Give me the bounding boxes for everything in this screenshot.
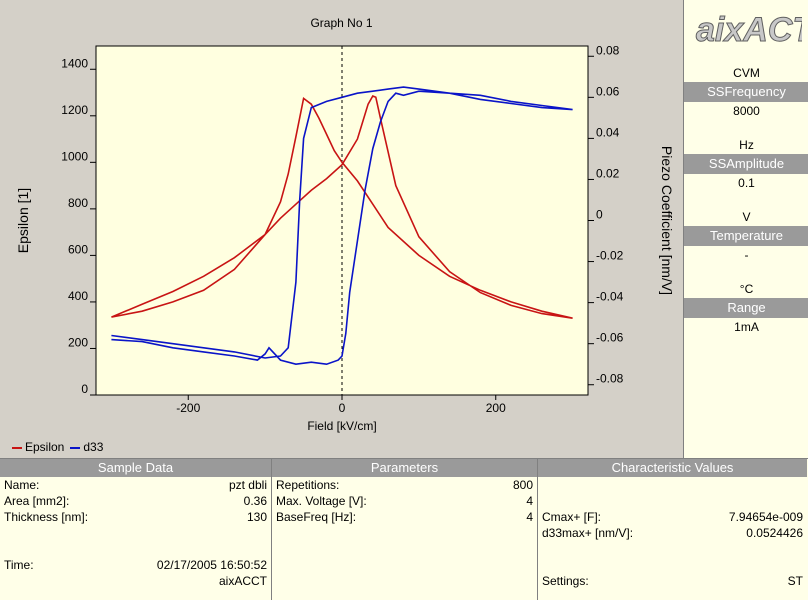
legend-swatch-epsilon <box>12 446 22 449</box>
data-row: Cmax+ [F]: 7.94654e-009 <box>538 509 807 525</box>
data-row: aixACCT <box>0 573 271 589</box>
sample-data-section: Sample Data Name: pzt dbli Area [mm2]: 0.36… <box>0 459 272 600</box>
y-tick-label: 800 <box>68 196 88 210</box>
row-label: Area [mm2]: <box>4 494 70 508</box>
row-value: 4 <box>526 494 533 508</box>
x-axis-label: Field [kV/cm] <box>307 419 376 433</box>
y-tick-label: 1000 <box>61 149 88 163</box>
ssamplitude-value: 0.1 <box>738 176 755 190</box>
row-value: 7.94654e-009 <box>728 510 803 524</box>
y-tick-label: 200 <box>68 335 88 349</box>
series-line-epsilon <box>111 94 573 319</box>
ssfrequency-header: SSFrequency <box>684 82 808 102</box>
aixacct-logo: aixACT <box>684 0 808 54</box>
row-value: pzt dbli <box>228 478 267 492</box>
data-row: Max. Voltage [V]: 4 <box>272 493 537 509</box>
temperature-value: - <box>744 248 749 262</box>
ssfrequency-unit: Hz <box>739 138 754 152</box>
legend-item-epsilon: Epsilon <box>12 440 64 454</box>
characteristic-rows: Cmax+ [F]: 7.94654e-009 d33max+ [nm/V]: 0.0… <box>538 477 807 589</box>
y2-axis-label: Piezo Coefficient [nm/V] <box>659 146 675 295</box>
temperature-header: Temperature <box>684 226 808 246</box>
ssamplitude-unit: V <box>742 210 751 224</box>
sample-data-rows: Name: pzt dbli Area [mm2]: 0.36 Thickness [n… <box>0 477 271 589</box>
x-tick-label: 200 <box>486 401 506 415</box>
data-row: Repetitions: 800 <box>272 477 537 493</box>
characteristic-header: Characteristic Values <box>538 459 807 477</box>
row-value: 130 <box>246 510 267 524</box>
y2-tick-label: -0.02 <box>596 249 624 263</box>
sample-data-header: Sample Data <box>0 459 271 477</box>
data-row <box>0 541 271 557</box>
row-label: Max. Voltage [V]: <box>276 494 367 508</box>
y-tick-label: 1200 <box>61 103 88 117</box>
row-label: Cmax+ [F]: <box>542 510 602 524</box>
data-row: Time: 02/17/2005 16:50:52 <box>0 557 271 573</box>
y-tick-label: 1400 <box>61 56 88 70</box>
y2-tick-label: -0.08 <box>596 372 624 386</box>
mode-value: CVM <box>733 66 760 80</box>
row-label: Repetitions: <box>276 478 340 492</box>
row-value: 800 <box>512 478 533 492</box>
data-row <box>538 557 807 573</box>
data-row: BaseFreq [Hz]: 4 <box>272 509 537 525</box>
y2-tick-label: 0.06 <box>596 84 620 98</box>
x-tick-label: 0 <box>339 401 346 415</box>
row-label: d33max+ [nm/V]: <box>542 526 634 540</box>
row-label: BaseFreq [Hz]: <box>276 510 357 524</box>
row-label: Time: <box>4 558 34 572</box>
y2-tick-label: -0.06 <box>596 331 624 345</box>
row-value: aixACCT <box>218 574 267 588</box>
legend-swatch-d33 <box>70 446 81 449</box>
ssamplitude-header: SSAmplitude <box>684 154 808 174</box>
row-value: 4 <box>526 510 533 524</box>
row-value: ST <box>787 574 803 588</box>
y-tick-label: 0 <box>81 382 88 396</box>
legend-item-d33: d33 <box>70 440 103 454</box>
row-value: 0.36 <box>243 494 267 508</box>
y2-tick-label: 0.08 <box>596 43 620 57</box>
data-row: Settings: ST <box>538 573 807 589</box>
row-label: Settings: <box>542 574 589 588</box>
data-row <box>538 493 807 509</box>
data-row <box>538 541 807 557</box>
y-tick-label: 400 <box>68 289 88 303</box>
y2-tick-label: 0.02 <box>596 166 620 180</box>
side-panel: aixACT CVM SSFrequency 8000 Hz SSAmplitu… <box>683 0 808 458</box>
temperature-unit: °C <box>739 282 754 296</box>
graph-title: Graph No 1 <box>310 16 373 30</box>
y2-tick-label: -0.04 <box>596 290 624 304</box>
row-label: Thickness [nm]: <box>4 510 89 524</box>
y-tick-label: 600 <box>68 242 88 256</box>
y-axis-label: Epsilon [1] <box>15 188 31 253</box>
data-row <box>0 525 271 541</box>
bottom-panel: Sample Data Name: pzt dbli Area [mm2]: 0.36… <box>0 458 808 600</box>
logo-icon: aixACT <box>695 11 802 50</box>
x-tick-label: -200 <box>176 401 200 415</box>
series-line-d33 <box>111 86 573 366</box>
logo-text: aixACT <box>696 11 802 49</box>
legend-label-d33: d33 <box>83 440 104 454</box>
range-header: Range <box>684 298 808 318</box>
legend: Epsilon d33 <box>12 440 103 454</box>
range-value: 1mA <box>734 320 759 334</box>
data-row <box>538 477 807 493</box>
graph-panel: 0 200 400 600 800 1000 1200 1400 -0.08 -0.06 -0.04… <box>12 16 675 454</box>
characteristic-section: Characteristic Values Cmax+ [F]: 7.94654e… <box>538 459 807 600</box>
parameters-rows: Repetitions: 800 Max. Voltage [V]: 4 BaseFre… <box>272 477 537 525</box>
parameters-header: Parameters <box>272 459 537 477</box>
y2-tick-label: 0.04 <box>596 125 620 139</box>
parameters-section: Parameters Repetitions: 800 Max. Voltage [… <box>272 459 538 600</box>
row-label: Name: <box>4 478 40 492</box>
legend-label-epsilon: Epsilon <box>25 440 65 454</box>
chart: 0 200 400 600 800 1000 1200 1400 -0.08 -0.06 -0.04… <box>15 43 675 433</box>
data-row: d33max+ [nm/V]: 0.0524426 <box>538 525 807 541</box>
data-row: Name: pzt dbli <box>0 477 271 493</box>
row-value: 0.0524426 <box>746 526 803 540</box>
y2-tick-label: 0 <box>596 208 603 222</box>
data-row: Area [mm2]: 0.36 <box>0 493 271 509</box>
ssfrequency-value: 8000 <box>733 104 760 118</box>
row-value: 02/17/2005 16:50:52 <box>156 558 267 572</box>
data-row: Thickness [nm]: 130 <box>0 509 271 525</box>
